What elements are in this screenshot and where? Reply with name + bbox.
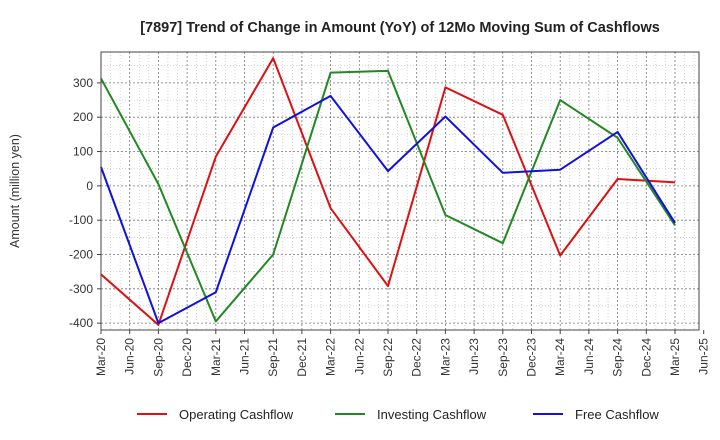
plot-area-frame	[100, 51, 700, 331]
y-axis-ticks: 300 200 100 0 -100 -200 -300 -400	[69, 76, 101, 330]
y-tick-label: 300	[73, 76, 93, 90]
x-tick-label: Dec-20	[180, 338, 194, 377]
y-tick-label: 0	[86, 179, 93, 193]
x-tick-label: Sep-20	[151, 338, 165, 377]
legend-label-free-cashflow: Free Cashflow	[575, 407, 659, 422]
y-axis-label: Amount (million yen)	[8, 134, 22, 248]
x-axis-ticks: Mar-20 Jun-20 Sep-20 Dec-20 Mar-21 Jun-21 Sep-…	[94, 330, 711, 377]
x-tick-label: Jun-21	[238, 338, 252, 375]
x-tick-label: Jun-24	[582, 338, 596, 375]
y-tick-label: -400	[69, 316, 93, 330]
x-tick-label: Dec-21	[295, 338, 309, 377]
x-tick-label: Jun-22	[352, 338, 366, 375]
x-tick-label: Sep-21	[266, 338, 280, 377]
x-tick-label: Mar-23	[438, 338, 452, 376]
series-lines	[100, 57, 676, 326]
x-tick-label: Dec-24	[639, 338, 653, 377]
series-line-free-cashflow	[100, 94, 676, 325]
legend: Operating Cashflow Investing Cashflow Free…	[137, 407, 659, 422]
legend-label-investing-cashflow: Investing Cashflow	[377, 407, 487, 422]
x-tick-label: Mar-24	[553, 338, 567, 376]
x-tick-label: Mar-20	[94, 338, 108, 376]
series-line-investing-cashflow	[100, 69, 676, 323]
x-tick-label: Dec-23	[525, 338, 539, 377]
series-line-operating-cashflow	[100, 57, 676, 326]
x-tick-label: Mar-25	[668, 338, 682, 376]
y-tick-label: 200	[73, 110, 93, 124]
x-tick-label: Jun-20	[123, 338, 137, 375]
y-tick-label: -200	[69, 247, 93, 261]
x-tick-label: Mar-22	[324, 338, 338, 376]
legend-label-operating-cashflow: Operating Cashflow	[179, 407, 294, 422]
x-tick-label: Jun-25	[697, 338, 711, 375]
y-tick-label: -300	[69, 282, 93, 296]
y-tick-label: 100	[73, 145, 93, 159]
x-tick-label: Jun-23	[467, 338, 481, 375]
x-tick-label: Mar-21	[209, 338, 223, 376]
x-tick-label: Sep-23	[496, 338, 510, 377]
chart-title: [7897] Trend of Change in Amount (YoY) o…	[140, 20, 660, 36]
x-tick-label: Sep-24	[611, 338, 625, 377]
y-tick-label: -100	[69, 213, 93, 227]
x-tick-label: Dec-22	[410, 338, 424, 377]
x-tick-label: Sep-22	[381, 338, 395, 377]
